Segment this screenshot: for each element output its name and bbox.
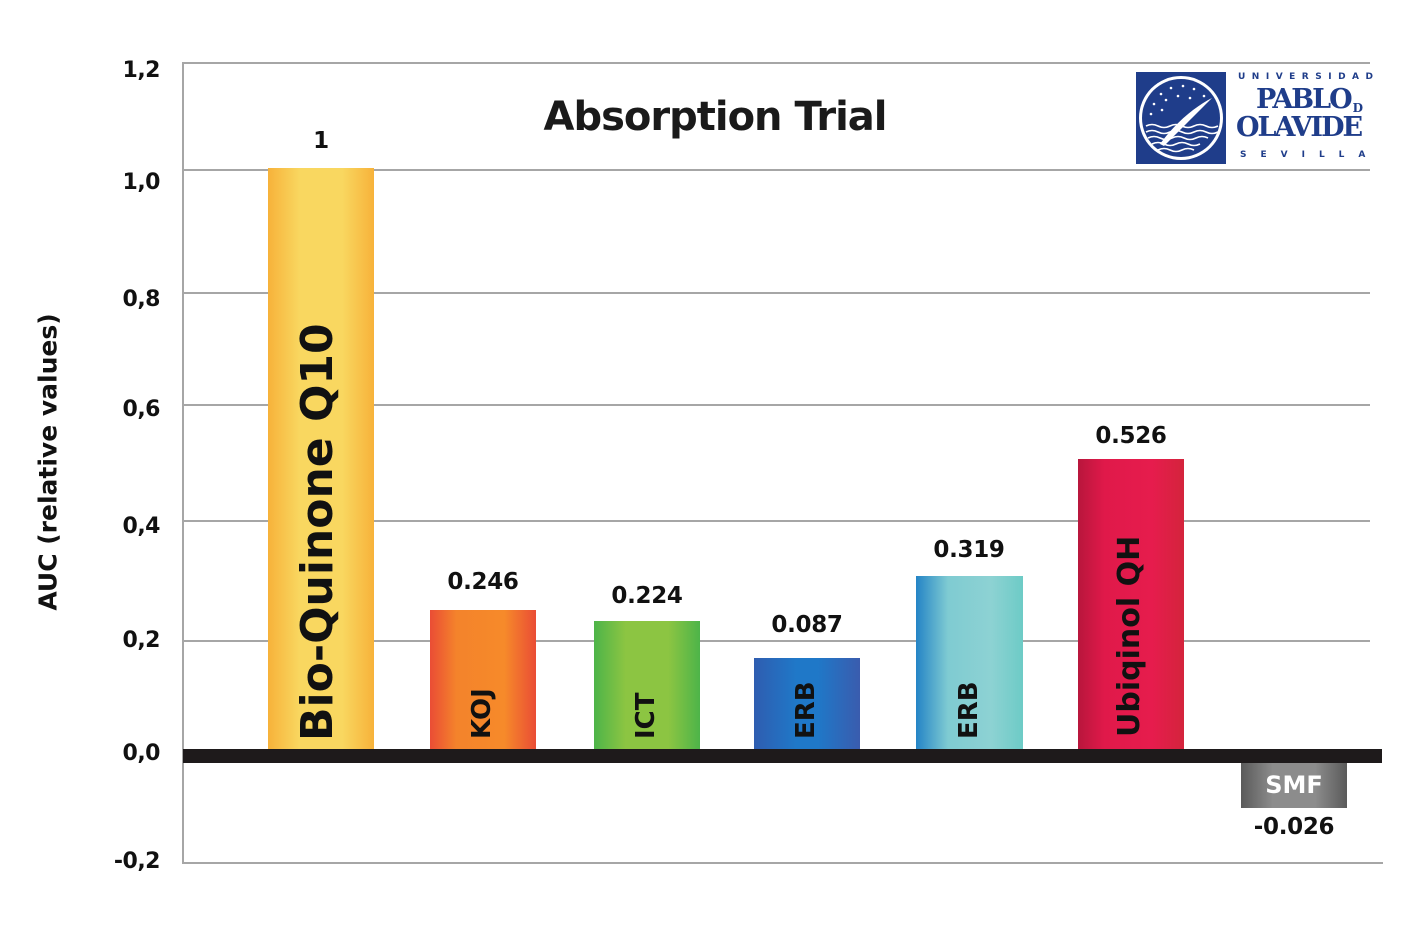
university-logo: UNIVERSIDAD PABLO D OLAVIDE SEVILLA bbox=[1136, 70, 1373, 164]
value-label-smf: -0.026 bbox=[1253, 814, 1335, 840]
value-label-ict: 0.224 bbox=[611, 583, 683, 609]
bar-label-koj: KOJ bbox=[467, 688, 497, 739]
bar-smf: SMF bbox=[1241, 762, 1347, 808]
bar-bio-quinone-q10: Bio-Quinone Q10 bbox=[268, 168, 374, 749]
gridline-0-8 bbox=[183, 292, 1370, 294]
y-tick-0-2: 0,2 bbox=[122, 628, 161, 653]
y-tick-0-4: 0,4 bbox=[122, 514, 161, 539]
gridline-1-2 bbox=[183, 62, 1370, 64]
bar-label-erb-1: ERB bbox=[791, 681, 821, 739]
gridline-1-0 bbox=[183, 169, 1370, 171]
y-tick-0-0: 0,0 bbox=[122, 741, 161, 766]
bar-erb-1: ERB bbox=[754, 658, 860, 749]
y-axis-label: AUC (relative values) bbox=[33, 313, 63, 611]
logo-line-1: PABLO D bbox=[1256, 84, 1364, 115]
gridline-0-4 bbox=[183, 520, 1370, 522]
gridline-neg-0-2 bbox=[183, 862, 1383, 864]
bar-label-bio-quinone-q10: Bio-Quinone Q10 bbox=[292, 323, 343, 741]
value-label-koj: 0.246 bbox=[447, 569, 519, 595]
value-label-erb-1: 0.087 bbox=[771, 612, 843, 638]
logo-small-de: D bbox=[1352, 101, 1364, 115]
bar-ict: ICT bbox=[594, 621, 700, 749]
zero-baseline bbox=[183, 749, 1382, 763]
y-tick-0-6: 0,6 bbox=[122, 397, 161, 422]
chart-title: Absorption Trial bbox=[543, 94, 888, 140]
y-tick-1-2: 1,2 bbox=[122, 58, 161, 83]
bar-label-ubiqinol-qh: Ubiqinol QH bbox=[1112, 535, 1147, 737]
value-label-bio-quinone-q10: 1 bbox=[313, 128, 329, 154]
bar-koj: KOJ bbox=[430, 610, 536, 749]
logo-bottom-text: SEVILLA bbox=[1240, 150, 1380, 160]
bar-label-erb-2: ERB bbox=[953, 681, 984, 739]
bar-label-smf: SMF bbox=[1265, 771, 1323, 799]
bar-ubiqinol-qh: Ubiqinol QH bbox=[1078, 459, 1184, 749]
bar-label-ict: ICT bbox=[631, 692, 661, 740]
bar-erb-2: ERB bbox=[916, 576, 1023, 749]
logo-line-2: OLAVIDE bbox=[1236, 112, 1363, 143]
value-label-erb-2: 0.319 bbox=[933, 537, 1005, 563]
value-label-ubiqinol-qh: 0.526 bbox=[1095, 423, 1167, 449]
y-tick-0-8: 0,8 bbox=[122, 287, 161, 312]
y-axis-line bbox=[182, 62, 184, 864]
logo-top-text: UNIVERSIDAD bbox=[1238, 72, 1380, 82]
logo-emblem-icon bbox=[1136, 72, 1226, 164]
gridline-0-6 bbox=[183, 404, 1370, 406]
y-tick-1-0: 1,0 bbox=[122, 170, 161, 195]
gridline-0-2 bbox=[183, 640, 1370, 642]
y-tick-neg-0-2: -0,2 bbox=[113, 849, 161, 874]
logo-line-1-text: PABLO bbox=[1256, 84, 1353, 115]
